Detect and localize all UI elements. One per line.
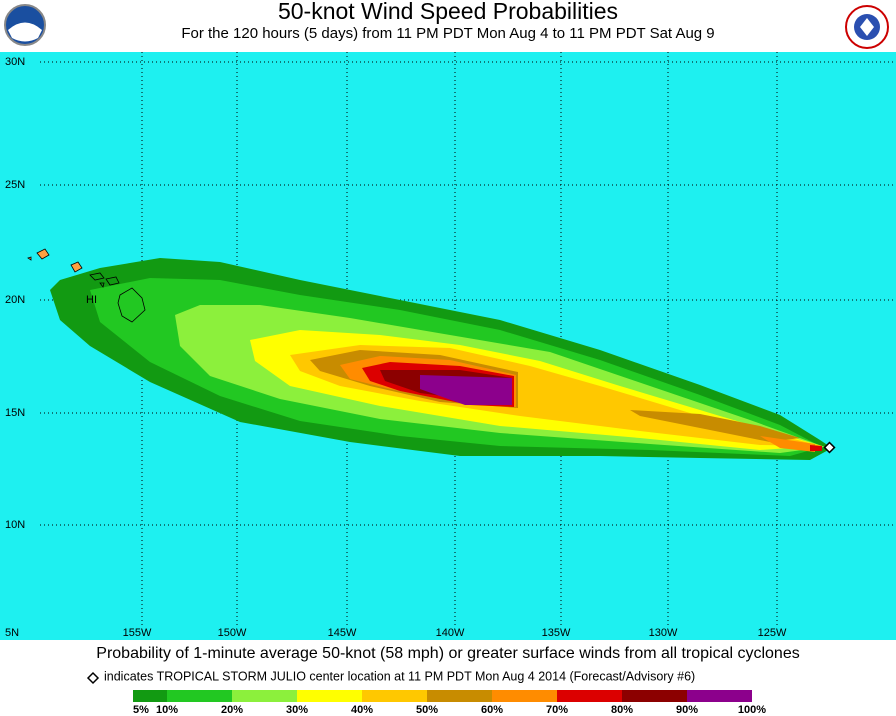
note-marker: [86, 671, 100, 685]
place-label: HI: [86, 294, 97, 306]
legend-label: 100%: [738, 704, 766, 716]
legend-label: 10%: [156, 704, 178, 716]
legend-label: 90%: [676, 704, 698, 716]
band-50b: [630, 410, 800, 442]
legend-label: 30%: [286, 704, 308, 716]
lon-label: 145W: [328, 627, 357, 639]
legend-swatch: [557, 690, 622, 702]
note: indicates TROPICAL STORM JULIO center lo…: [104, 669, 695, 683]
lat-label: 25N: [5, 179, 25, 191]
legend-label: 60%: [481, 704, 503, 716]
lon-label: 155W: [123, 627, 152, 639]
legend-label: 5%: [133, 704, 149, 716]
lat-label: 5N: [5, 627, 19, 639]
legend-swatch: [362, 690, 427, 702]
legend-swatch: [492, 690, 557, 702]
legend-label: 40%: [351, 704, 373, 716]
legend-label: 50%: [416, 704, 438, 716]
lon-label: 150W: [218, 627, 247, 639]
legend: 5% 10% 20% 30% 40% 50% 60% 70% 80% 90% 100%: [133, 690, 766, 716]
band-90: [420, 375, 512, 405]
nws-logo: [845, 5, 889, 49]
band-60b: [760, 436, 815, 452]
legend-swatch: [232, 690, 297, 702]
legend-swatch: [167, 690, 232, 702]
legend-label: 80%: [611, 704, 633, 716]
lon-label: 140W: [436, 627, 465, 639]
subtitle: For the 120 hours (5 days) from 11 PM PD…: [181, 25, 714, 42]
title: 50-knot Wind Speed Probabilities: [278, 0, 618, 24]
lat-label: 15N: [5, 407, 25, 419]
legend-swatch: [622, 690, 687, 702]
band-70b: [810, 445, 822, 451]
storm-marker: [823, 441, 836, 454]
legend-swatch: [427, 690, 492, 702]
lon-label: 130W: [649, 627, 678, 639]
noaa-logo: [4, 4, 46, 46]
probability-swath: [50, 258, 832, 460]
legend-label: 70%: [546, 704, 568, 716]
hawaii: [27, 248, 146, 323]
lat-label: 10N: [5, 519, 25, 531]
legend-swatch: [133, 690, 167, 702]
caption: Probability of 1-minute average 50-knot …: [96, 645, 799, 662]
lat-label: 20N: [5, 294, 25, 306]
legend-swatch: [297, 690, 362, 702]
legend-swatch: [687, 690, 752, 702]
lon-label: 125W: [758, 627, 787, 639]
lon-label: 135W: [542, 627, 571, 639]
lat-label: 30N: [5, 56, 25, 68]
legend-label: 20%: [221, 704, 243, 716]
